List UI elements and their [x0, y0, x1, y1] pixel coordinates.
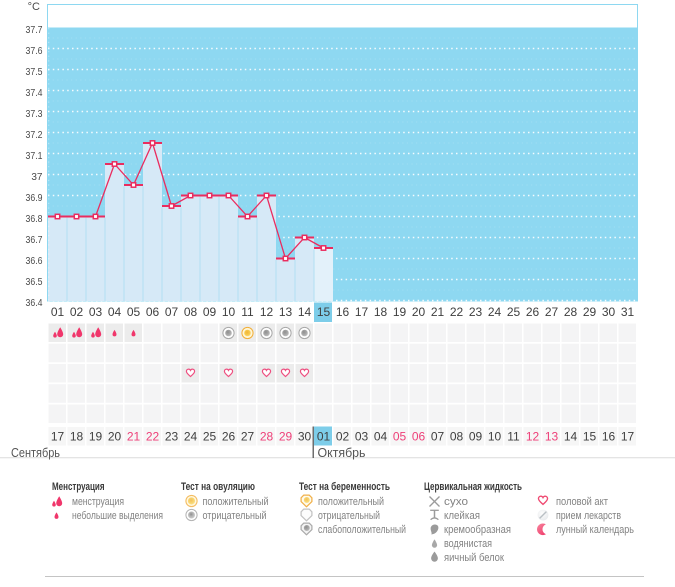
svg-text:17: 17 [621, 430, 635, 444]
svg-text:04: 04 [108, 305, 122, 319]
svg-text:04: 04 [374, 430, 388, 444]
svg-text:27: 27 [241, 430, 255, 444]
svg-text:Цервикальная жидкость: Цервикальная жидкость [424, 481, 522, 493]
svg-text:37.2: 37.2 [26, 130, 43, 141]
svg-text:14: 14 [564, 430, 578, 444]
svg-text:31: 31 [621, 305, 635, 319]
svg-text:15: 15 [317, 305, 331, 319]
svg-text:Сентябрь: Сентябрь [11, 446, 60, 460]
svg-text:24: 24 [184, 430, 198, 444]
svg-text:03: 03 [355, 430, 369, 444]
svg-text:36.9: 36.9 [26, 193, 43, 204]
svg-text:36.4: 36.4 [26, 298, 43, 309]
svg-text:05: 05 [393, 430, 407, 444]
svg-text:28: 28 [564, 305, 578, 319]
svg-text:21: 21 [127, 430, 141, 444]
svg-text:36.8: 36.8 [26, 214, 43, 225]
svg-text:12: 12 [260, 305, 274, 319]
svg-text:30: 30 [602, 305, 616, 319]
svg-text:16: 16 [602, 430, 616, 444]
svg-text:26: 26 [222, 430, 236, 444]
svg-text:18: 18 [70, 430, 84, 444]
svg-text:36.5: 36.5 [26, 277, 43, 288]
svg-text:37.5: 37.5 [26, 67, 43, 78]
svg-text:37.3: 37.3 [26, 109, 43, 120]
svg-text:половой акт: половой акт [556, 496, 608, 508]
svg-text:сухо: сухо [444, 496, 468, 508]
svg-text:13: 13 [279, 305, 293, 319]
svg-text:36.7: 36.7 [26, 235, 43, 246]
svg-text:30: 30 [298, 430, 312, 444]
svg-text:прием лекарств: прием лекарств [556, 510, 621, 522]
svg-text:26: 26 [526, 305, 540, 319]
svg-text:12: 12 [526, 430, 540, 444]
svg-text:18: 18 [374, 305, 388, 319]
svg-text:28: 28 [260, 430, 274, 444]
svg-text:37.6: 37.6 [26, 46, 43, 57]
svg-text:яичный белок: яичный белок [444, 552, 504, 564]
svg-text:08: 08 [450, 430, 464, 444]
svg-text:22: 22 [146, 430, 160, 444]
svg-text:06: 06 [146, 305, 160, 319]
svg-text:01: 01 [51, 305, 65, 319]
svg-text:10: 10 [222, 305, 236, 319]
svg-text:09: 09 [203, 305, 217, 319]
svg-text:клейкая: клейкая [444, 510, 480, 522]
svg-text:16: 16 [336, 305, 350, 319]
svg-text:лунный календарь: лунный календарь [556, 524, 634, 536]
svg-text:19: 19 [393, 305, 407, 319]
svg-text:23: 23 [469, 305, 483, 319]
svg-text:02: 02 [70, 305, 84, 319]
svg-text:11: 11 [507, 430, 520, 444]
svg-text:09: 09 [469, 430, 483, 444]
svg-text:03: 03 [89, 305, 103, 319]
svg-text:менструация: менструация [72, 496, 124, 508]
svg-text:положительный: положительный [203, 496, 269, 508]
svg-text:08: 08 [184, 305, 198, 319]
svg-text:05: 05 [127, 305, 141, 319]
svg-text:29: 29 [583, 305, 597, 319]
svg-text:водянистая: водянистая [444, 538, 492, 550]
svg-text:20: 20 [108, 430, 122, 444]
svg-text:24: 24 [488, 305, 502, 319]
svg-text:Тест на беременность: Тест на беременность [299, 481, 390, 493]
svg-text:Октябрь: Октябрь [318, 446, 366, 460]
svg-text:29: 29 [279, 430, 293, 444]
svg-text:10: 10 [488, 430, 502, 444]
svg-text:06: 06 [412, 430, 426, 444]
svg-text:отрицательный: отрицательный [203, 510, 267, 522]
svg-text:11: 11 [241, 305, 254, 319]
svg-text:25: 25 [203, 430, 217, 444]
svg-text:22: 22 [450, 305, 464, 319]
svg-text:кремообразная: кремообразная [444, 524, 511, 536]
svg-text:37.4: 37.4 [26, 88, 43, 99]
svg-text:36.6: 36.6 [26, 256, 43, 267]
svg-text:Тест на овуляцию: Тест на овуляцию [181, 481, 255, 493]
svg-text:17: 17 [51, 430, 65, 444]
svg-text:25: 25 [507, 305, 521, 319]
svg-text:14: 14 [298, 305, 312, 319]
svg-text:15: 15 [583, 430, 597, 444]
svg-text:02: 02 [336, 430, 350, 444]
svg-text:Менструация: Менструация [52, 481, 105, 493]
svg-text:слабоположительный: слабоположительный [318, 524, 406, 536]
svg-text:23: 23 [165, 430, 179, 444]
svg-text:19: 19 [89, 430, 103, 444]
svg-text:37: 37 [31, 172, 43, 183]
svg-text:13: 13 [545, 430, 559, 444]
svg-text:небольшие выделения: небольшие выделения [72, 510, 163, 522]
svg-text:07: 07 [165, 305, 179, 319]
svg-text:20: 20 [412, 305, 426, 319]
svg-text:01: 01 [317, 430, 331, 444]
svg-text:21: 21 [431, 305, 445, 319]
svg-text:37.1: 37.1 [26, 151, 43, 162]
svg-text:17: 17 [355, 305, 369, 319]
svg-text:27: 27 [545, 305, 559, 319]
svg-text:отрицательный: отрицательный [318, 510, 380, 522]
svg-text:°C: °C [28, 1, 40, 13]
svg-text:положительный: положительный [318, 496, 384, 508]
svg-text:37.7: 37.7 [26, 25, 43, 36]
svg-text:07: 07 [431, 430, 445, 444]
